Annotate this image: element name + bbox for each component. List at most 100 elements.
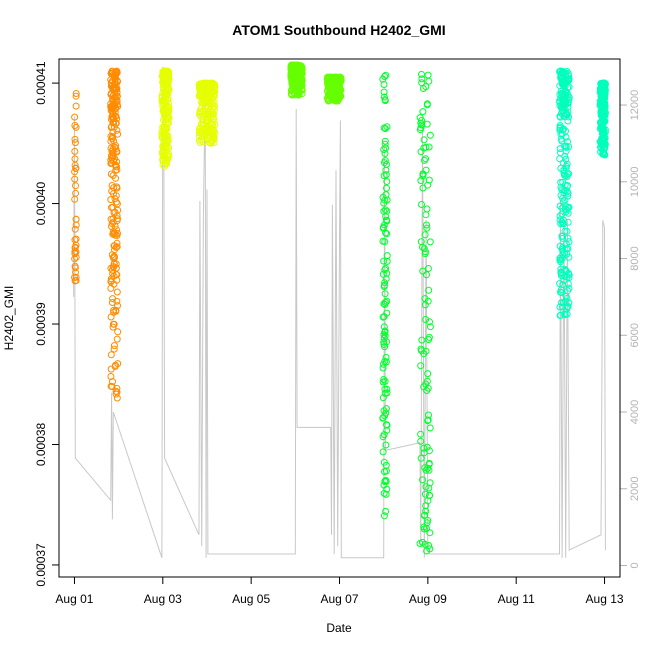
y-tick-label: 0.00038 [34,422,48,466]
point-group [556,67,573,319]
data-point [422,466,430,474]
data-point [202,85,210,93]
y-axis-label: H2402_GMI [2,286,16,351]
data-point [72,268,79,276]
chart-title: ATOM1 Southbound H2402_GMI [232,22,445,38]
data-point [159,155,167,163]
data-point [383,230,391,238]
data-point [288,64,296,72]
data-point [162,144,170,152]
data-point [556,216,564,224]
point-group [287,61,306,99]
data-point [326,76,334,84]
data-point [422,211,430,219]
data-point [421,540,429,548]
x-tick-label: Aug 03 [144,592,182,606]
data-point [558,69,566,77]
data-point [110,345,118,353]
data-point [421,490,429,498]
data-point [202,118,210,126]
data-point [564,280,572,288]
gray-series-line [73,66,606,559]
data-point [108,383,116,391]
data-point [558,232,566,240]
data-point [426,323,434,331]
data-point [556,242,564,250]
data-point [113,183,121,191]
data-point [72,90,80,97]
data-point [112,361,119,369]
data-point [159,148,167,156]
data-point [71,139,79,147]
data-point [419,476,426,484]
data-point [421,511,429,519]
x-axis-label: Date [326,621,352,635]
data-point [381,389,389,397]
data-point [160,135,168,143]
y-tick-label: 0.00041 [34,61,48,105]
data-point [380,281,388,289]
data-point [110,229,117,237]
data-point [206,139,214,147]
data-point [426,131,434,139]
data-point [424,516,432,524]
data-point [296,73,304,81]
data-point [109,320,117,328]
data-point [419,85,427,92]
data-point [422,166,430,174]
data-point [556,303,564,311]
data-point [382,213,390,221]
data-point [380,489,388,497]
data-point [421,231,429,239]
data-point [382,507,390,515]
data-point [425,466,433,474]
data-point [333,74,341,82]
data-point [380,257,388,265]
data-point [108,220,116,228]
data-point [559,303,566,311]
data-point [425,447,433,455]
y2-tick-label: 10000 [629,166,641,197]
data-point [199,117,207,124]
y-tick-label: 0.00037 [34,543,48,587]
data-point [72,92,80,100]
data-point [380,146,388,154]
data-point [382,353,390,361]
data-point [159,78,167,86]
data-point [109,112,117,120]
data-point [381,125,389,133]
data-point [422,316,430,323]
data-point [298,75,306,83]
data-point [565,72,573,80]
data-point [72,248,80,256]
data-point [383,123,391,131]
data-point [425,459,433,467]
data-point [380,88,388,96]
axes-layer: Aug 01 Aug 03 Aug 05 Aug 07 Aug 09 Aug 11 Aug … [34,61,641,606]
data-point [599,114,607,122]
data-point [107,284,115,292]
data-point [379,448,387,456]
data-point [424,416,432,424]
point-group [107,67,122,402]
data-point [562,162,570,170]
data-point [288,80,296,88]
point-group [379,71,391,520]
data-point [158,128,166,136]
data-point [556,280,564,288]
data-point [563,305,571,313]
data-point [598,123,606,131]
data-point [107,70,115,77]
data-point [107,137,115,145]
data-point [425,77,433,85]
data-point [196,109,204,117]
data-point [556,312,564,319]
data-point [379,364,387,372]
data-point [382,191,390,199]
data-point [206,100,214,108]
data-point [208,88,216,96]
data-point [560,276,568,284]
data-point [596,88,604,96]
data-point [108,187,116,195]
data-point [563,267,570,275]
